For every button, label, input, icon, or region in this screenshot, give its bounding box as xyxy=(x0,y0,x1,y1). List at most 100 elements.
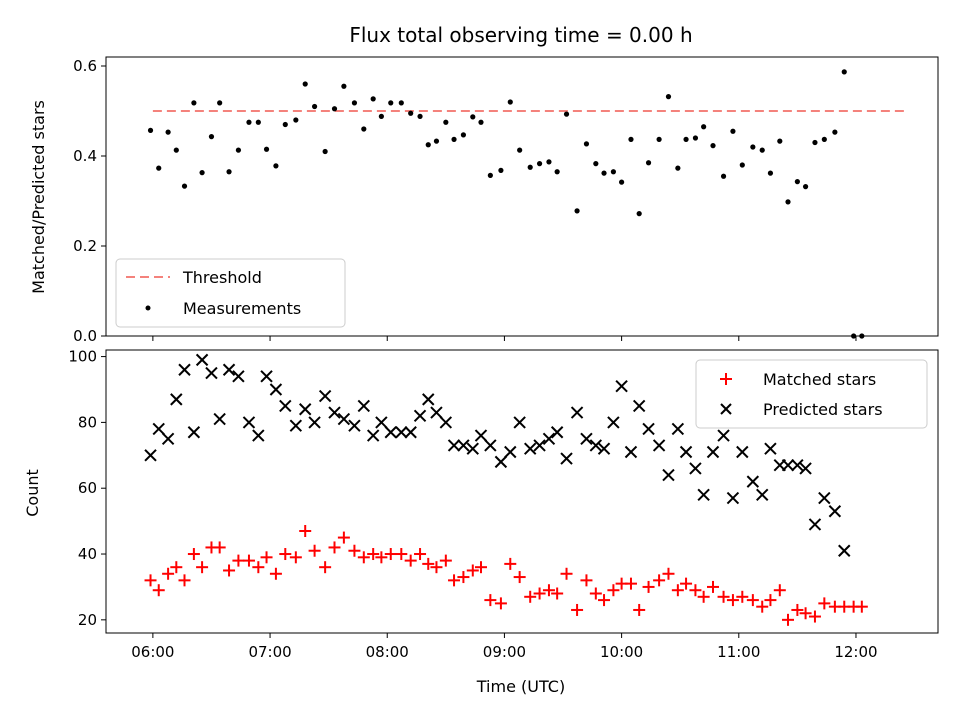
predicted-star-point xyxy=(447,439,461,452)
matched-star-point xyxy=(642,580,655,593)
matched-star-point xyxy=(560,567,573,580)
measurement-point xyxy=(710,143,716,149)
measurement-point xyxy=(451,136,457,142)
measurement-point xyxy=(370,96,376,102)
matched-star-point xyxy=(269,567,282,580)
measurement-point xyxy=(498,167,504,173)
predicted-star-point xyxy=(422,393,435,406)
predicted-star-point xyxy=(652,439,666,452)
predicted-star-point xyxy=(222,363,236,376)
matched-star-point xyxy=(598,594,611,607)
matched-star-point xyxy=(680,577,693,590)
measurement-point xyxy=(832,129,838,135)
predicted-star-point xyxy=(706,445,720,459)
measurement-point xyxy=(851,333,857,339)
measurement-point xyxy=(563,111,570,117)
predicted-star-point xyxy=(178,363,191,376)
measurement-point xyxy=(322,148,328,155)
measurement-point xyxy=(619,179,625,185)
matched-star-point xyxy=(782,613,795,626)
measurement-point xyxy=(739,162,745,168)
predicted-star-point xyxy=(808,518,822,531)
predicted-star-point xyxy=(404,426,417,439)
matched-star-point xyxy=(474,561,487,574)
matched-star-point xyxy=(448,574,461,587)
predicted-star-point xyxy=(269,383,283,396)
matched-star-point xyxy=(524,590,537,603)
matched-star-point xyxy=(375,551,388,564)
matched-star-point xyxy=(395,548,408,561)
legend-measurements-label: Measurements xyxy=(183,299,301,318)
predicted-star-point xyxy=(242,416,256,429)
predicted-star-point xyxy=(395,426,408,439)
measurement-point xyxy=(507,99,513,105)
measurement-point xyxy=(425,142,431,148)
count-y-tick-label: 40 xyxy=(78,545,97,563)
predicted-star-point xyxy=(679,445,693,459)
predicted-star-point xyxy=(542,432,556,446)
matched-star-point xyxy=(791,603,804,616)
chart-title: Flux total observing time = 0.00 h xyxy=(349,23,692,47)
measurement-point xyxy=(720,173,727,179)
matched-star-point xyxy=(337,531,350,544)
count-y-tick-label: 20 xyxy=(78,611,97,629)
matched-star-point xyxy=(162,567,175,580)
matched-star-point xyxy=(551,587,564,600)
matched-star-point xyxy=(799,607,812,620)
matched-star-point xyxy=(223,564,236,577)
measurement-point xyxy=(443,119,449,125)
matched-star-point xyxy=(484,594,497,607)
measurement-point xyxy=(263,146,270,152)
legend-threshold-label: Threshold xyxy=(182,268,262,287)
predicted-star-point xyxy=(366,429,380,442)
predicted-star-point xyxy=(607,416,620,429)
legend-matched-label: Matched stars xyxy=(763,370,876,389)
predicted-star-point xyxy=(799,462,812,475)
predicted-star-point xyxy=(152,422,165,436)
matched-star-point xyxy=(746,594,759,607)
predicted-star-point xyxy=(523,442,537,455)
matched-star-point xyxy=(542,584,555,597)
matched-star-point xyxy=(717,590,730,603)
predicted-star-point xyxy=(717,429,730,442)
predicted-star-point xyxy=(484,439,497,452)
matched-star-point xyxy=(764,594,777,607)
predicted-star-point xyxy=(642,422,655,436)
matched-star-point xyxy=(707,580,720,593)
measurement-point xyxy=(750,144,756,150)
predicted-star-point xyxy=(299,403,312,416)
matched-star-point xyxy=(494,597,507,610)
matched-star-point xyxy=(260,551,273,564)
predicted-star-point xyxy=(279,399,292,413)
ratio-y-tick-label: 0.0 xyxy=(73,327,97,345)
measurement-point xyxy=(226,169,232,175)
predicted-star-point xyxy=(570,406,584,419)
measurement-point xyxy=(859,333,865,339)
matched-star-point xyxy=(170,561,183,574)
x-tick-label: 06:00 xyxy=(131,643,174,661)
measurement-point xyxy=(785,199,791,205)
measurement-point xyxy=(388,100,394,106)
matched-star-point xyxy=(589,587,602,600)
predicted-star-point xyxy=(597,442,611,455)
matched-star-point xyxy=(726,594,739,607)
predicted-star-point xyxy=(671,422,685,436)
matched-star-point xyxy=(513,571,526,584)
legend-predicted-swatch xyxy=(720,403,732,415)
measurement-point xyxy=(235,147,242,153)
predicted-star-point xyxy=(580,432,593,446)
ratio-panel: 0.0 0.2 0.4 0.6 Matched/Predicted stars Thr… xyxy=(29,56,939,345)
predicted-star-point xyxy=(457,439,470,452)
predicted-star-point xyxy=(384,426,397,439)
matched-star-point xyxy=(689,584,702,597)
predicted-star-point xyxy=(589,439,603,452)
predicted-star-point xyxy=(764,442,777,455)
predicted-star-point xyxy=(791,458,804,472)
matched-star-point xyxy=(178,574,191,587)
matched-star-point xyxy=(187,548,200,561)
matched-star-point xyxy=(299,524,312,537)
predicted-star-point xyxy=(328,406,341,419)
matched-star-point xyxy=(855,600,868,613)
measurement-point xyxy=(408,110,414,116)
